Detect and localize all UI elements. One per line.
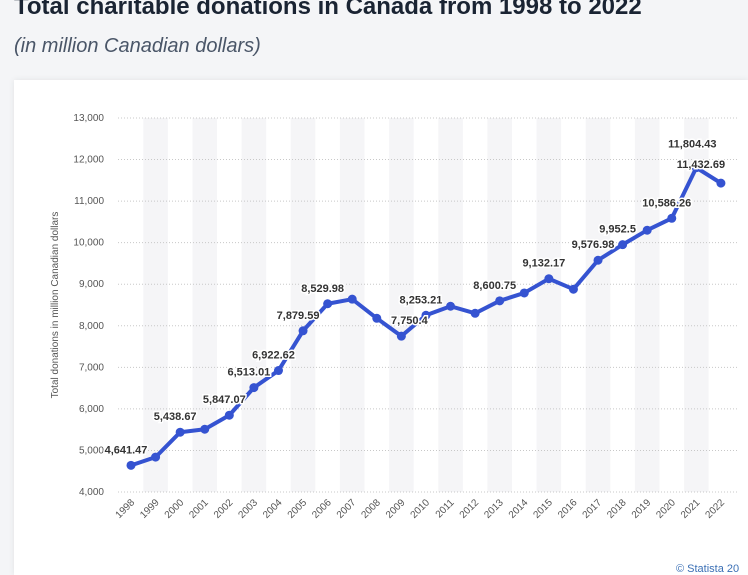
- x-tick-label: 2016: [556, 497, 580, 521]
- x-tick-label: 2020: [654, 497, 678, 521]
- data-point-2008: [372, 313, 382, 323]
- data-label: 6,922.62: [252, 350, 295, 362]
- band-2009: [389, 118, 414, 492]
- data-point-2009: [396, 331, 406, 341]
- data-point-2016: [568, 284, 578, 294]
- y-tick-label: 10,000: [73, 238, 104, 249]
- data-point-2003: [249, 383, 259, 393]
- x-tick-label: 2008: [359, 497, 383, 521]
- data-point-2021: [691, 163, 701, 173]
- x-tick-label: 2007: [335, 497, 359, 521]
- y-tick-label: 4,000: [79, 487, 104, 498]
- data-point-2010: [421, 310, 431, 320]
- band-2005: [290, 118, 316, 492]
- chart-title: Total charitable donations in Canada fro…: [14, 0, 642, 20]
- data-point-2011: [446, 301, 456, 311]
- data-point-2018: [618, 240, 628, 250]
- x-tick-label: 2012: [458, 497, 482, 521]
- data-label: 5,438.67: [154, 411, 197, 423]
- data-point-2004: [273, 366, 283, 376]
- data-label: 5,847.07: [203, 394, 246, 406]
- data-point-2013: [495, 296, 505, 306]
- data-label: 9,576.98: [572, 239, 615, 251]
- data-point-1998: [126, 460, 136, 470]
- y-tick-label: 8,000: [79, 321, 104, 332]
- data-label: 9,952.5: [599, 224, 636, 236]
- data-point-2002: [224, 410, 234, 420]
- x-tick-label: 2011: [434, 497, 457, 520]
- y-tick-label: 6,000: [79, 404, 104, 415]
- x-tick-label: 2018: [605, 497, 629, 521]
- y-tick-label: 5,000: [79, 445, 104, 456]
- x-tick-label: 2022: [704, 497, 728, 521]
- y-tick-label: 12,000: [73, 155, 104, 166]
- band-2019: [634, 118, 660, 492]
- y-tick-label: 13,000: [73, 113, 104, 124]
- x-tick-label: 2002: [212, 497, 236, 521]
- band-1999: [143, 118, 168, 492]
- x-tick-label: 2010: [409, 497, 433, 521]
- x-tick-label: 2004: [261, 497, 285, 521]
- data-point-2020: [667, 213, 677, 223]
- data-point-2015: [544, 274, 554, 284]
- data-label: 7,750.4: [391, 315, 429, 327]
- data-point-2006: [323, 299, 333, 309]
- data-point-2005: [298, 326, 308, 336]
- data-label: 7,879.59: [277, 310, 320, 322]
- band-2015: [536, 118, 562, 492]
- y-tick-label: 7,000: [79, 362, 104, 373]
- band-2003: [241, 118, 267, 492]
- data-point-2001: [200, 424, 210, 434]
- x-tick-label: 2005: [286, 497, 310, 521]
- x-tick-label: 2017: [581, 497, 605, 521]
- y-axis-label: Total donations in million Canadian doll…: [50, 212, 61, 399]
- data-label: 6,513.01: [227, 367, 270, 379]
- x-tick-label: 2003: [237, 497, 261, 521]
- data-label: 11,804.43: [668, 139, 716, 151]
- data-label: 9,132.17: [522, 258, 565, 270]
- y-tick-label: 11,000: [74, 196, 104, 207]
- x-tick-label: 1998: [114, 497, 138, 521]
- x-tick-label: 2009: [384, 497, 408, 521]
- data-point-2019: [642, 225, 652, 235]
- x-tick-label: 2015: [531, 497, 555, 521]
- data-point-2014: [519, 288, 529, 298]
- x-tick-label: 2014: [507, 497, 531, 521]
- data-label: 8,529.98: [301, 283, 344, 295]
- data-point-2000: [175, 427, 185, 437]
- statista-credit-link[interactable]: © Statista 20: [676, 563, 740, 575]
- x-tick-label: 1999: [138, 497, 162, 521]
- data-point-2012: [470, 308, 480, 318]
- data-point-2022: [716, 178, 726, 188]
- x-tick-label: 2019: [630, 497, 654, 521]
- x-tick-label: 2013: [482, 497, 506, 521]
- y-tick-label: 9,000: [79, 279, 104, 290]
- data-point-2007: [347, 294, 357, 304]
- x-tick-label: 2021: [679, 497, 703, 521]
- x-tick-label: 2001: [187, 497, 211, 521]
- data-label: 8,253.21: [400, 294, 443, 306]
- data-label: 8,600.75: [473, 280, 516, 292]
- band-2001: [192, 118, 218, 492]
- x-tick-label: 2006: [310, 497, 334, 521]
- chart-subtitle: (in million Canadian dollars): [14, 35, 261, 57]
- data-label: 10,586.26: [642, 197, 691, 209]
- data-label: 11,432.69: [677, 159, 725, 171]
- x-tick-label: 2000: [163, 497, 187, 521]
- data-label: 4,641.47: [105, 444, 148, 456]
- data-point-2017: [593, 255, 603, 265]
- band-2017: [585, 118, 611, 492]
- data-point-1999: [151, 452, 161, 462]
